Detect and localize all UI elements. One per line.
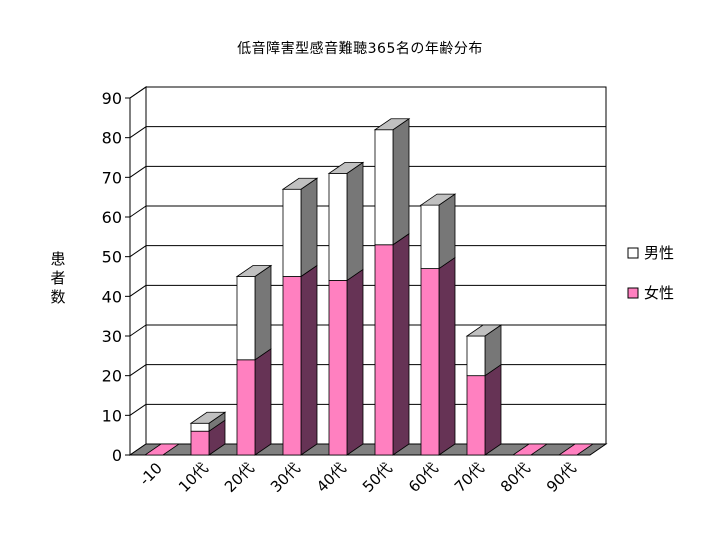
bar-female [420, 268, 440, 456]
bar-female-flat [143, 443, 181, 456]
bar-male-top [419, 193, 457, 206]
bar-female-side [254, 348, 272, 456]
gridline-side [129, 403, 147, 416]
x-tick-label: 10代 [175, 459, 212, 496]
y-tick-label: 70 [102, 168, 122, 187]
gridline-side [129, 324, 147, 337]
x-tick-label: 60代 [405, 459, 442, 496]
chart-title: 低音障害型感音難聴365名の年齢分布 [237, 41, 483, 57]
y-tick-label: 30 [102, 327, 122, 346]
y-tick-label: 60 [102, 208, 122, 227]
bar-male [328, 172, 348, 281]
bar-male-side [346, 161, 364, 282]
bar-male-side [438, 193, 456, 270]
legend-swatch [627, 287, 639, 299]
y-tick-label: 80 [102, 129, 122, 148]
bar-female [190, 430, 210, 456]
y-tick-label: 50 [102, 248, 122, 267]
y-tick-label: 20 [102, 367, 122, 386]
bar-female-side [346, 268, 364, 456]
bar-female [374, 244, 394, 456]
bar-female-side [300, 264, 318, 456]
x-tick-label: 30代 [267, 459, 304, 496]
legend-label: 女性 [644, 284, 674, 302]
bar-male-top [235, 265, 273, 277]
y-tick-label: 10 [102, 406, 122, 425]
bar-male [282, 188, 302, 277]
y-tick-label: 90 [102, 89, 122, 108]
y-tick-label: 40 [102, 287, 122, 306]
bar-male-top [189, 411, 227, 424]
gridline-side [129, 165, 147, 178]
bar-female-side [438, 256, 456, 456]
bar-male [374, 129, 394, 246]
bar-female-flat [511, 443, 549, 456]
legend-label: 男性 [644, 244, 674, 262]
bar-female-side [484, 363, 502, 456]
y-axis-label-char: 者 [50, 269, 66, 287]
bar-female [328, 280, 348, 456]
bar-female-side [392, 233, 410, 456]
bar-male-side [300, 177, 318, 278]
y-axis-label: 患 者 数 [48, 250, 68, 307]
bar-male [190, 422, 210, 432]
x-tick-label: 90代 [543, 459, 580, 496]
bar-male [420, 204, 440, 269]
bar-female [466, 375, 486, 456]
bar-male [466, 335, 486, 377]
x-tick-label: -10 [136, 459, 166, 489]
bar-female [282, 276, 302, 456]
x-tick-label: 50代 [359, 459, 396, 496]
y-axis-label-char: 患 [50, 250, 66, 268]
bar-female-flat [557, 443, 595, 456]
gridline-side [129, 245, 147, 258]
y-axis-label-char: 数 [50, 288, 66, 306]
gridline-side [129, 364, 147, 377]
x-tick-label: 70代 [451, 459, 488, 496]
x-tick-label: 20代 [221, 459, 258, 496]
plot-side-wall [129, 86, 147, 456]
bar-male-side [254, 264, 272, 361]
bar-male-top [281, 177, 319, 190]
gridline-side [129, 126, 147, 139]
y-tick-label: 0 [112, 446, 122, 465]
bar-male-top [465, 324, 503, 337]
gridline-side [129, 86, 147, 99]
bar-female [236, 359, 256, 456]
gridline-side [129, 205, 147, 218]
bar-male-top [373, 118, 411, 131]
x-tick-label: 80代 [497, 459, 534, 496]
bar-male [236, 276, 256, 361]
bar-male-top [327, 161, 365, 174]
bar-male-side [392, 117, 410, 246]
legend-swatch [627, 247, 639, 259]
x-tick-label: 40代 [313, 459, 350, 496]
gridline-side [129, 284, 147, 297]
